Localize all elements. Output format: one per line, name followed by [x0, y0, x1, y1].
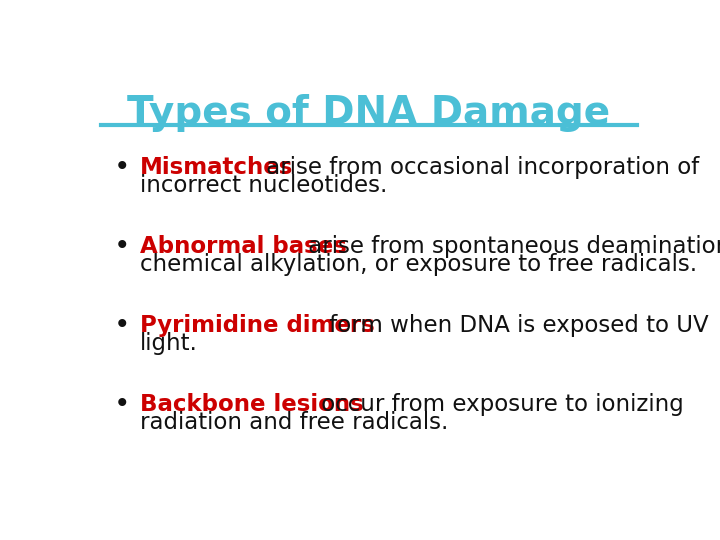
Text: radiation and free radicals.: radiation and free radicals. — [140, 411, 449, 434]
Text: •: • — [115, 235, 130, 258]
Text: incorrect nucleotides.: incorrect nucleotides. — [140, 174, 387, 197]
Text: light.: light. — [140, 332, 198, 355]
Text: •: • — [115, 314, 130, 338]
Text: Mismatches: Mismatches — [140, 156, 294, 179]
Text: Abnormal bases: Abnormal bases — [140, 235, 347, 258]
Text: Backbone lesions: Backbone lesions — [140, 393, 364, 416]
Text: arise from occasional incorporation of: arise from occasional incorporation of — [259, 156, 699, 179]
Text: Types of DNA Damage: Types of DNA Damage — [127, 94, 611, 132]
Text: form when DNA is exposed to UV: form when DNA is exposed to UV — [322, 314, 708, 338]
Text: •: • — [115, 393, 130, 416]
Text: arise from spontaneous deamination,: arise from spontaneous deamination, — [300, 235, 720, 258]
Text: •: • — [115, 156, 130, 179]
Text: chemical alkylation, or exposure to free radicals.: chemical alkylation, or exposure to free… — [140, 253, 698, 276]
Text: Pyrimidine dimers: Pyrimidine dimers — [140, 314, 375, 338]
Text: occur from exposure to ionizing: occur from exposure to ionizing — [314, 393, 683, 416]
